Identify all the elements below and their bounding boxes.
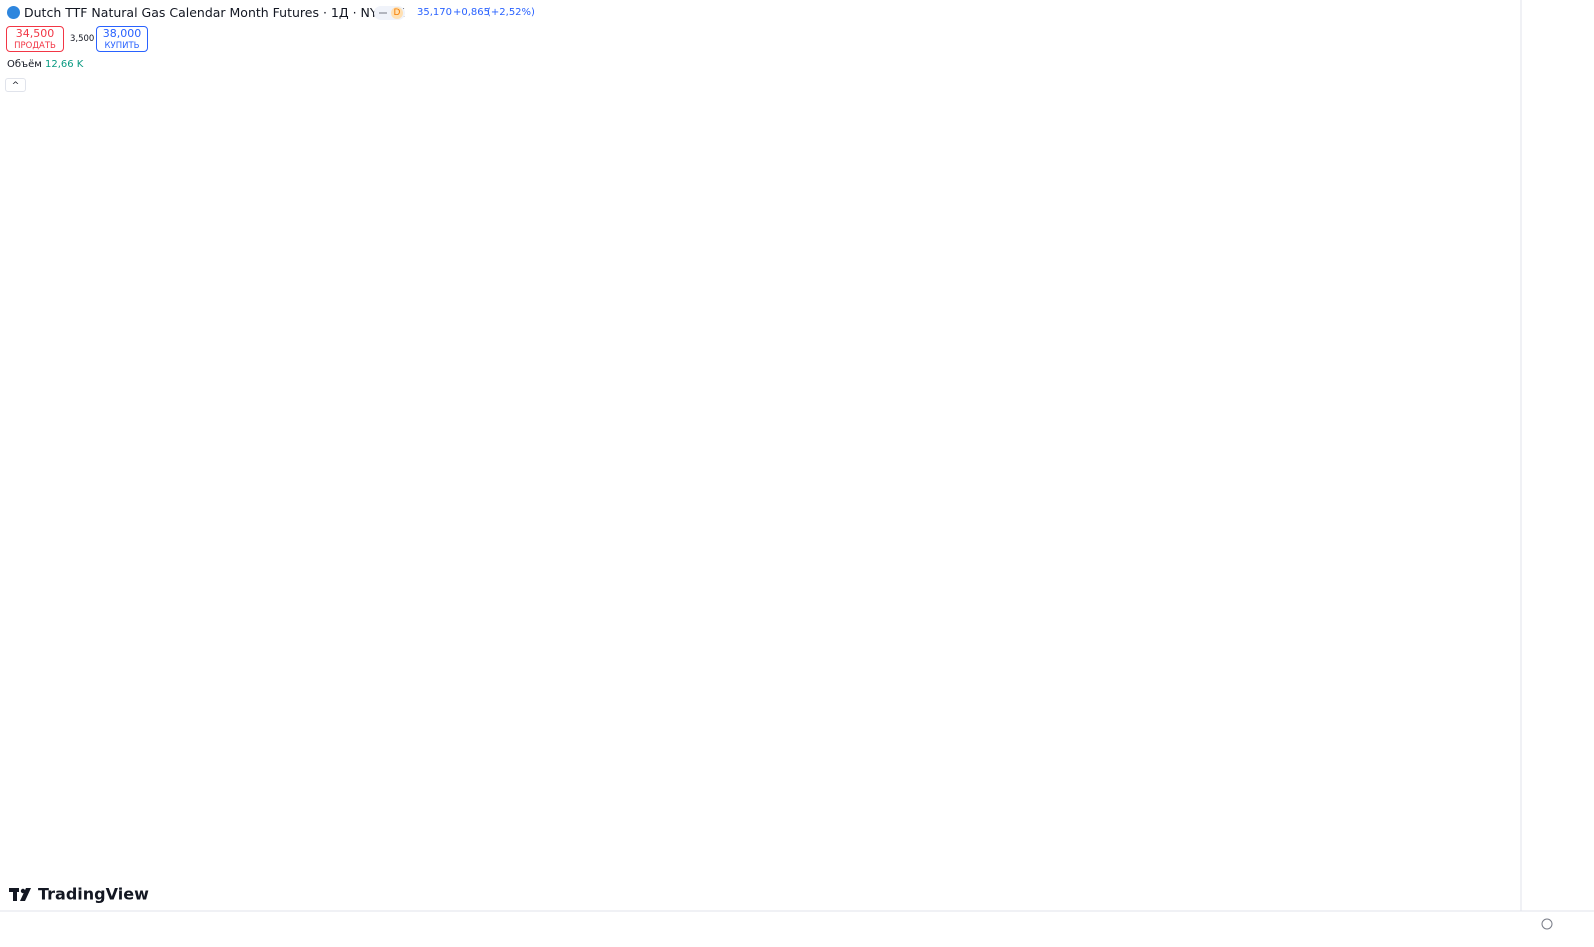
flag-pill: D	[374, 6, 405, 20]
buy-label: КУПИТЬ	[104, 41, 140, 51]
symbol-icon	[7, 6, 20, 19]
last-price: 35,170	[417, 7, 452, 18]
settings-icon[interactable]	[1541, 918, 1553, 930]
volume-label: Объём	[7, 59, 42, 70]
watermark: TradingView	[9, 885, 149, 904]
volume-value: 12,66 K	[45, 59, 84, 70]
sell-price: 34,500	[15, 27, 55, 40]
sell-button[interactable]: 34,500 ПРОДАТЬ	[6, 26, 64, 52]
collapse-button[interactable]: ^	[5, 78, 26, 92]
flag: D	[391, 7, 403, 19]
change: +0,865	[453, 7, 491, 18]
spread: 3,500	[70, 34, 95, 44]
sell-label: ПРОДАТЬ	[14, 41, 56, 51]
header: Dutch TTF Natural Gas Calendar Month Fut…	[0, 0, 1500, 100]
buy-price: 38,000	[102, 27, 142, 40]
buy-button[interactable]: 38,000 КУПИТЬ	[96, 26, 148, 52]
change-percent: (+2,52%)	[487, 7, 535, 18]
symbol[interactable]: Dutch TTF Natural Gas Calendar Month Fut…	[24, 5, 405, 20]
brand: TradingView	[38, 885, 149, 904]
